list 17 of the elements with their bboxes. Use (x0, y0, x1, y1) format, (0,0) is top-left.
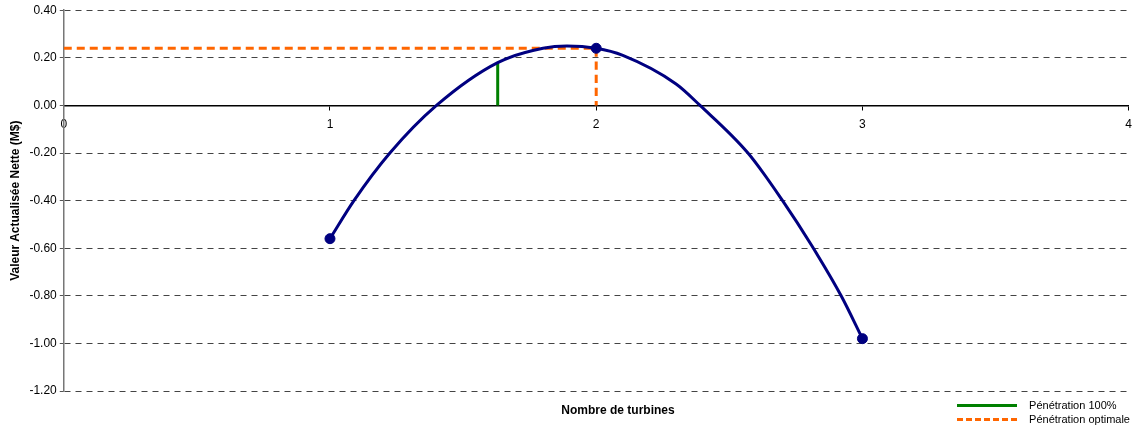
x-tick-label: 1 (326, 116, 334, 131)
y-tick-label: -0.60 (29, 240, 58, 255)
y-tick-label: -0.20 (29, 145, 58, 160)
y-axis-title: Valeur Actualisée Nette (M$) (7, 120, 22, 281)
y-tick-label: 0.40 (33, 2, 58, 17)
x-tick-label: 3 (859, 116, 867, 131)
text: Pénétration 100% (1029, 398, 1117, 412)
x-tick-label: 2 (592, 116, 600, 131)
y-tick-label: -0.40 (29, 192, 58, 207)
x-axis-title: Nombre de turbines (561, 403, 675, 417)
text: Pénétration optimale (1029, 412, 1130, 426)
y-tick-label: -0.80 (29, 288, 58, 303)
x-tick-label: 4 (1125, 116, 1133, 131)
y-tick-label: -1.20 (29, 383, 58, 398)
y-tick-label: -1.00 (29, 335, 58, 350)
y-tick-label: 0.00 (33, 97, 58, 112)
y-tick-label: 0.20 (33, 50, 58, 65)
